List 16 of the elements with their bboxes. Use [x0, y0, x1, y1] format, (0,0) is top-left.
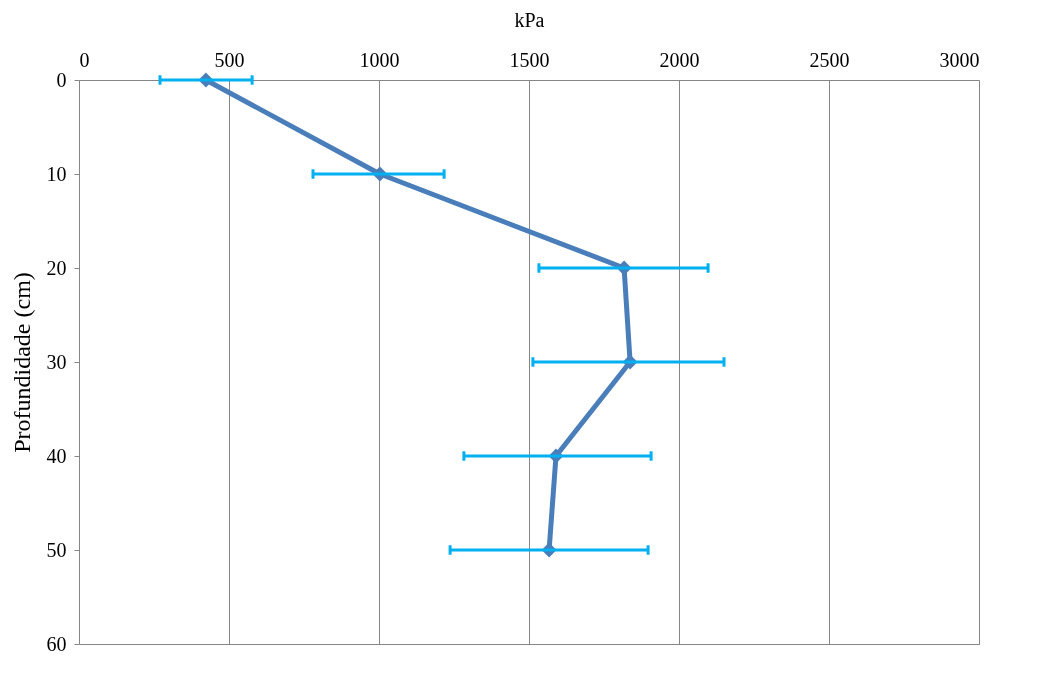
y-tick-label: 50	[46, 538, 67, 561]
y-tick-label: 20	[46, 256, 67, 279]
y-tick-label: 0	[56, 68, 67, 91]
y-tick-label: 10	[46, 162, 67, 185]
x-axis-title: kPa	[514, 8, 545, 31]
x-tick-label: 500	[214, 48, 245, 71]
x-tick-label: 2500	[809, 48, 850, 71]
x-tick-label: 2000	[659, 48, 700, 71]
y-tick-label: 60	[46, 632, 67, 655]
x-tick-label: 1000	[359, 48, 400, 71]
y-tick-label: 30	[46, 350, 67, 373]
y-tick-label: 40	[46, 444, 67, 467]
x-tick-label: 1500	[509, 48, 550, 71]
x-tick-label: 3000	[939, 48, 980, 71]
x-tick-label: 0	[79, 48, 90, 71]
y-axis-title: Profundidade (cm)	[8, 272, 35, 453]
